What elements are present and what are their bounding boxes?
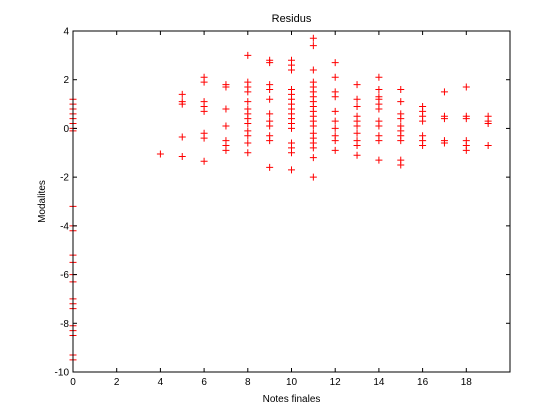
data-point (178, 90, 186, 98)
data-point (353, 141, 361, 149)
data-point (288, 66, 295, 74)
data-point (266, 137, 274, 145)
x-tick-label: 4 (158, 377, 164, 388)
data-point (331, 137, 339, 145)
y-tick-label: -2 (60, 173, 69, 184)
data-point (353, 129, 361, 137)
data-point (484, 120, 492, 128)
y-tick-label: -8 (60, 319, 69, 330)
data-point (375, 105, 383, 113)
data-point (200, 107, 208, 115)
x-tick-label: 12 (330, 377, 342, 388)
data-point (266, 85, 274, 93)
x-tick-label: 6 (201, 377, 207, 388)
data-point (309, 34, 317, 42)
data-point (244, 88, 252, 96)
y-tick-label: 4 (63, 27, 69, 38)
data-point (419, 141, 427, 149)
data-point (331, 59, 339, 67)
data-point (309, 154, 317, 162)
data-point (419, 117, 427, 125)
data-point (397, 161, 405, 169)
plot-frame (72, 30, 511, 373)
data-point (244, 132, 252, 140)
data-point (288, 124, 295, 132)
data-point (244, 51, 252, 59)
data-point (244, 98, 252, 106)
data-point (309, 42, 317, 50)
data-point (178, 133, 186, 141)
data-point (222, 122, 230, 130)
data-point (266, 95, 274, 103)
data-point (397, 98, 405, 106)
data-point (331, 93, 339, 101)
data-point (222, 83, 230, 91)
x-tick-label: 16 (417, 377, 429, 388)
data-point (440, 115, 448, 123)
data-point (375, 137, 383, 145)
data-point (244, 120, 252, 128)
data-point (440, 88, 448, 96)
x-tick-label: 2 (114, 377, 120, 388)
data-point (200, 78, 208, 86)
data-point (222, 146, 230, 154)
data-point (178, 152, 186, 160)
data-point (222, 105, 230, 113)
data-point (288, 166, 295, 174)
x-axis-label: Notes finales (263, 394, 321, 405)
data-point (331, 124, 339, 132)
y-tick-label: -10 (55, 368, 70, 379)
y-tick-label: 0 (63, 124, 69, 135)
plot-area (73, 31, 510, 372)
x-tick-label: 0 (70, 377, 76, 388)
y-tick-label: -6 (60, 270, 69, 281)
data-point (353, 151, 361, 159)
x-tick-label: 14 (373, 377, 385, 388)
data-point (288, 149, 295, 157)
data-point (462, 115, 470, 123)
data-point (156, 150, 164, 158)
data-point (353, 95, 361, 103)
data-point (462, 83, 470, 91)
data-point (178, 100, 186, 108)
data-point (331, 146, 339, 154)
data-point (397, 85, 405, 93)
data-point (375, 85, 383, 93)
data-point (331, 117, 339, 125)
data-point (331, 107, 339, 115)
data-point (440, 139, 448, 147)
data-point (331, 73, 339, 81)
y-tick-label: -4 (60, 221, 69, 232)
data-point (244, 139, 252, 147)
data-point (309, 66, 317, 74)
axis-ticks: 0 2 4 6 8 10 12 14 16 18 -10 -8 -6 -4 -2 0 2 4 (55, 27, 510, 388)
data-point (462, 146, 470, 154)
data-point (200, 157, 208, 165)
data-point (266, 122, 274, 130)
data-point (309, 144, 317, 152)
x-tick-label: 18 (461, 377, 473, 388)
data-point (375, 122, 383, 130)
data-point (266, 110, 274, 118)
data-point (484, 141, 492, 149)
data-point (266, 163, 274, 171)
y-tick-label: 2 (63, 75, 69, 86)
chart-title: Residus (272, 13, 312, 25)
y-axis-label: Modalites (37, 180, 48, 223)
x-tick-label: 10 (286, 377, 298, 388)
data-point (375, 73, 383, 81)
data-point (375, 156, 383, 164)
data-point (353, 81, 361, 89)
data-point (244, 149, 252, 157)
x-tick-label: 8 (245, 377, 251, 388)
data-point (309, 122, 317, 130)
data-point (266, 59, 274, 67)
data-point (200, 134, 208, 142)
data-point (397, 115, 405, 123)
data-point (353, 122, 361, 130)
data-point (397, 137, 405, 145)
data-point (309, 173, 317, 181)
data-point (353, 103, 361, 111)
